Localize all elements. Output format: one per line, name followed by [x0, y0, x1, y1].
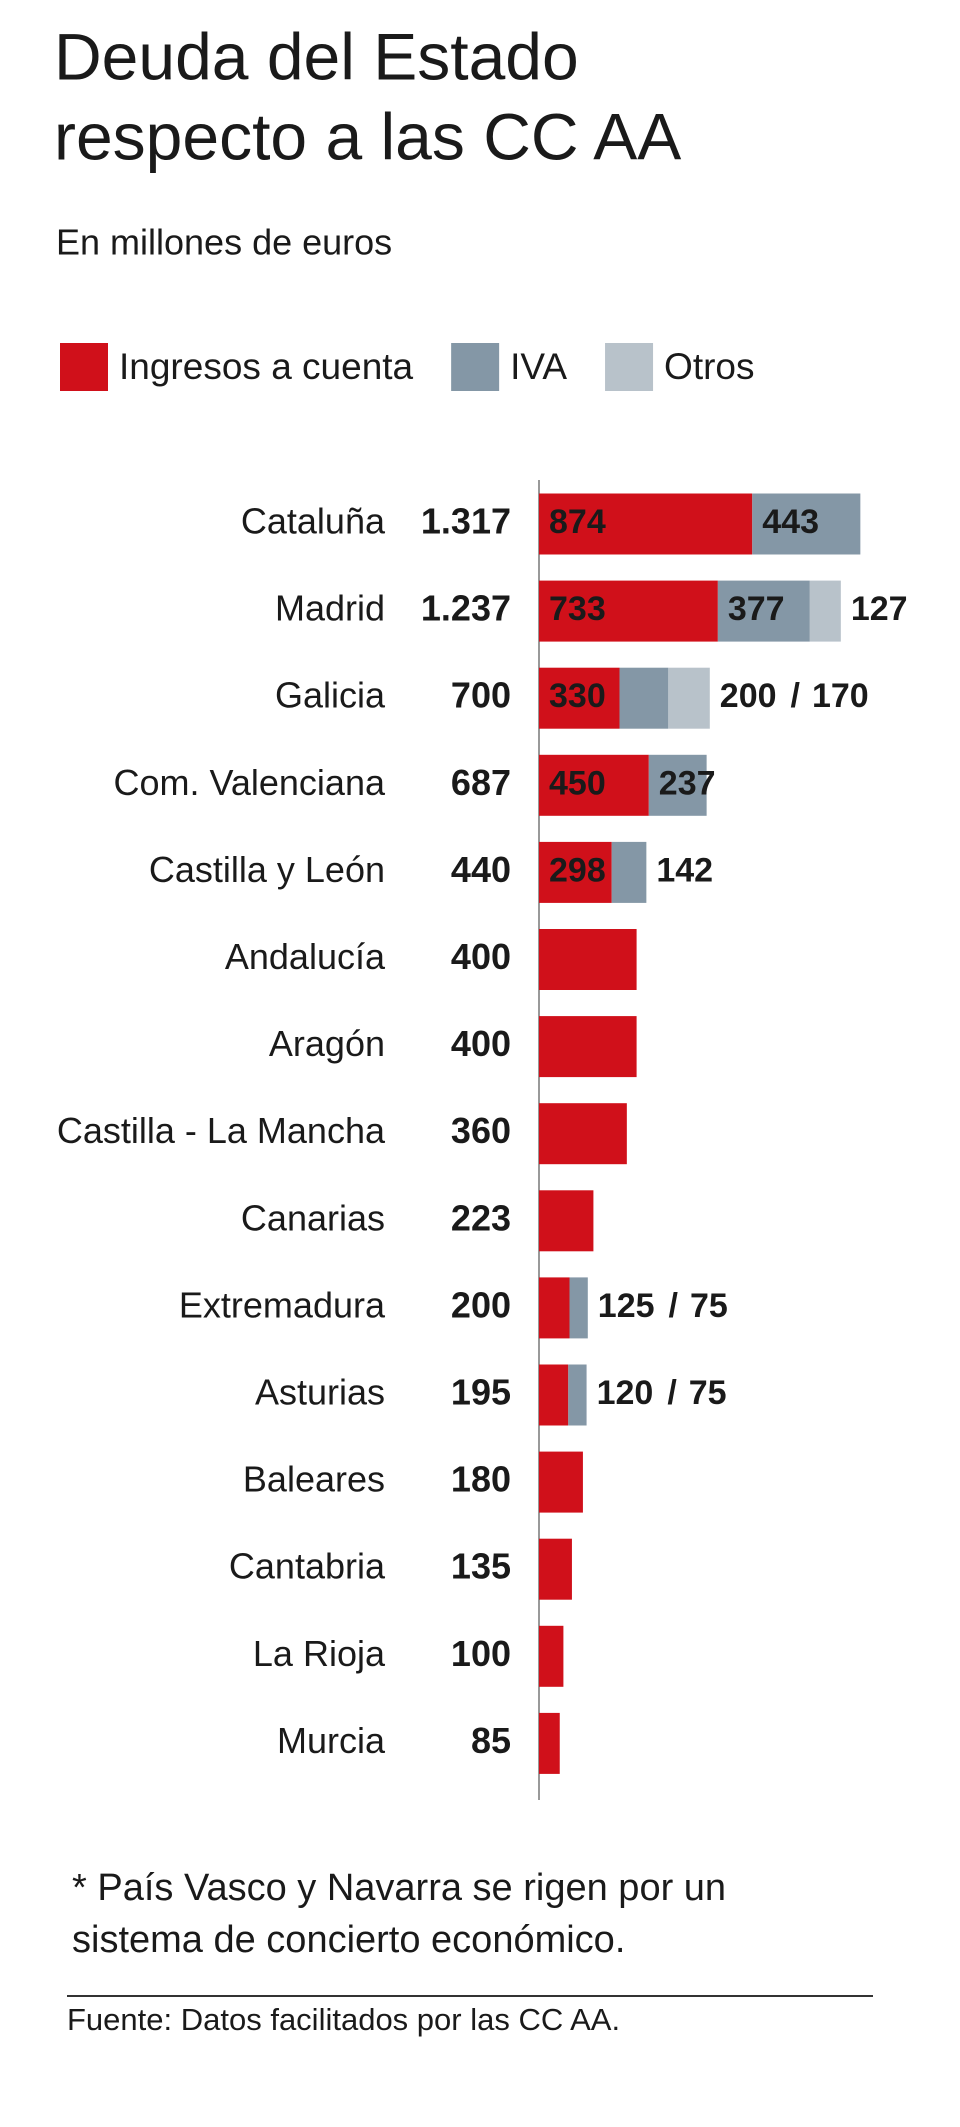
bar-segment: [539, 929, 637, 990]
category-label: Cataluña: [241, 501, 386, 542]
total-label: 700: [451, 675, 511, 716]
bar-value-label: 142: [656, 851, 713, 889]
total-label: 135: [451, 1546, 511, 1587]
bar-segment: [648, 754, 707, 816]
bar-segment: [668, 667, 710, 729]
label-separator: /: [667, 1374, 677, 1412]
category-label: Castilla y León: [149, 849, 385, 890]
legend-swatch: [60, 343, 108, 391]
bar-value-label: 874: [549, 503, 606, 541]
bar-segment: [539, 1190, 594, 1252]
bar-segment: [539, 580, 718, 642]
bar-value-label: 200: [720, 677, 777, 715]
total-label: 100: [451, 1633, 511, 1674]
category-label: Castilla - La Mancha: [57, 1110, 386, 1151]
bar-segment: [539, 841, 612, 903]
bar-value-label: 75: [689, 1374, 727, 1412]
legend-swatch: [451, 343, 500, 391]
legend-label: IVA: [510, 346, 567, 387]
category-label: Asturias: [255, 1372, 385, 1413]
category-label: Com. Valenciana: [114, 762, 386, 803]
bar-segment: [539, 1538, 572, 1600]
label-separator: /: [669, 1287, 679, 1325]
bar-segment: [539, 1277, 570, 1339]
category-label: Galicia: [275, 675, 386, 716]
footnote: sistema de concierto económico.: [72, 1919, 625, 1961]
total-label: 180: [451, 1459, 511, 1500]
bar-value-label: 125: [598, 1287, 655, 1325]
total-label: 440: [451, 849, 511, 890]
bar-segment: [539, 667, 620, 729]
subtitle: En millones de euros: [56, 222, 392, 263]
bar-value-label: 237: [659, 764, 716, 802]
bar-segment: [539, 1451, 583, 1513]
chart-title: Deuda del Estado: [54, 19, 579, 93]
legend-label: Ingresos a cuenta: [119, 346, 414, 387]
total-label: 223: [451, 1197, 511, 1238]
label-separator: /: [791, 677, 801, 715]
total-label: 400: [451, 1023, 511, 1064]
total-label: 1.237: [421, 588, 511, 629]
source: Fuente: Datos facilitados por las CC AA.: [67, 2002, 620, 2037]
category-label: Extremadura: [179, 1284, 386, 1325]
bar-segment: [619, 667, 669, 729]
bar-segment: [539, 493, 753, 555]
bar-segment: [539, 1103, 627, 1165]
bar-segment: [569, 1277, 588, 1339]
category-label: Aragón: [269, 1023, 385, 1064]
legend-swatch: [605, 343, 654, 391]
total-label: 400: [451, 936, 511, 977]
bar-value-label: 330: [549, 677, 606, 715]
bar-segment: [611, 841, 647, 903]
bar-value-label: 75: [690, 1287, 728, 1325]
bar-segment: [539, 1364, 569, 1426]
bar-segment: [539, 1712, 560, 1774]
bar-segment: [752, 493, 861, 555]
category-label: Canarias: [241, 1197, 385, 1238]
category-label: Andalucía: [225, 936, 386, 977]
total-label: 195: [451, 1372, 511, 1413]
bar-segment: [809, 580, 841, 642]
total-label: 687: [451, 762, 511, 803]
total-label: 200: [451, 1284, 511, 1325]
total-label: 360: [451, 1110, 511, 1151]
bar-value-label: 120: [597, 1374, 654, 1412]
bar-value-label: 733: [549, 590, 606, 628]
bar-segment: [539, 1625, 564, 1687]
bar-segment: [568, 1364, 587, 1426]
footnote: * País Vasco y Navarra se rigen por un: [72, 1867, 726, 1909]
total-label: 1.317: [421, 501, 511, 542]
bar-segment: [717, 580, 810, 642]
category-label: Murcia: [277, 1720, 386, 1761]
bar-value-label: 443: [762, 503, 819, 541]
bar-value-label: 170: [812, 677, 869, 715]
total-label: 85: [471, 1720, 511, 1761]
bar-value-label: 450: [549, 764, 606, 802]
category-label: Cantabria: [229, 1546, 386, 1587]
bar-value-label: 377: [728, 590, 785, 628]
chart-title: respecto a las CC AA: [54, 99, 681, 173]
bar-segment: [539, 1016, 637, 1078]
bar-value-label: 127: [851, 590, 908, 628]
category-label: Baleares: [243, 1459, 385, 1500]
category-label: Madrid: [275, 588, 385, 629]
bar-segment: [539, 754, 649, 816]
legend-label: Otros: [664, 346, 754, 387]
category-label: La Rioja: [253, 1633, 386, 1674]
bar-value-label: 298: [549, 851, 606, 889]
